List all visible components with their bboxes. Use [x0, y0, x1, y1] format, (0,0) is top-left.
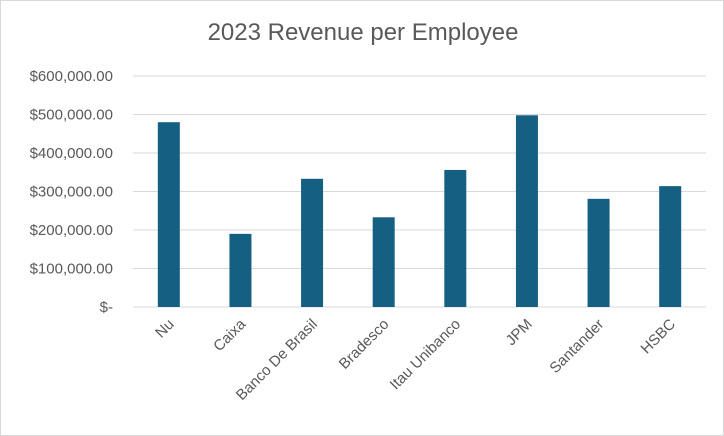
x-category-label: Bradesco [336, 316, 393, 373]
y-tick-label: $200,000.00 [30, 222, 113, 239]
chart-title: 2023 Revenue per Employee [207, 19, 519, 46]
bar [587, 198, 610, 307]
y-tick-label: $500,000.00 [30, 107, 113, 124]
y-tick-label: $600,000.00 [30, 68, 113, 85]
bar [157, 122, 180, 307]
bar [444, 169, 467, 307]
bars [157, 115, 682, 308]
y-tick-label: $- [100, 299, 113, 316]
bar [301, 178, 324, 307]
gridlines [133, 75, 706, 308]
x-category-label: HSBC [638, 316, 680, 358]
x-category-label: JPM [503, 316, 536, 349]
y-tick-label: $400,000.00 [30, 145, 113, 162]
bar [515, 115, 538, 308]
y-axis-tick-labels: $- $100,000.00 $200,000.00 $300,000.00 $400,… [30, 68, 113, 316]
y-tick-label: $300,000.00 [30, 184, 113, 201]
x-category-label: Itau Unibanco [387, 316, 464, 393]
y-tick-label: $100,000.00 [30, 261, 113, 278]
bar [372, 217, 395, 307]
bar [229, 233, 252, 307]
x-category-label: Caixa [210, 315, 250, 355]
x-category-label: Santander [546, 316, 607, 377]
bar [659, 186, 682, 307]
x-category-label: Nu [152, 316, 178, 342]
